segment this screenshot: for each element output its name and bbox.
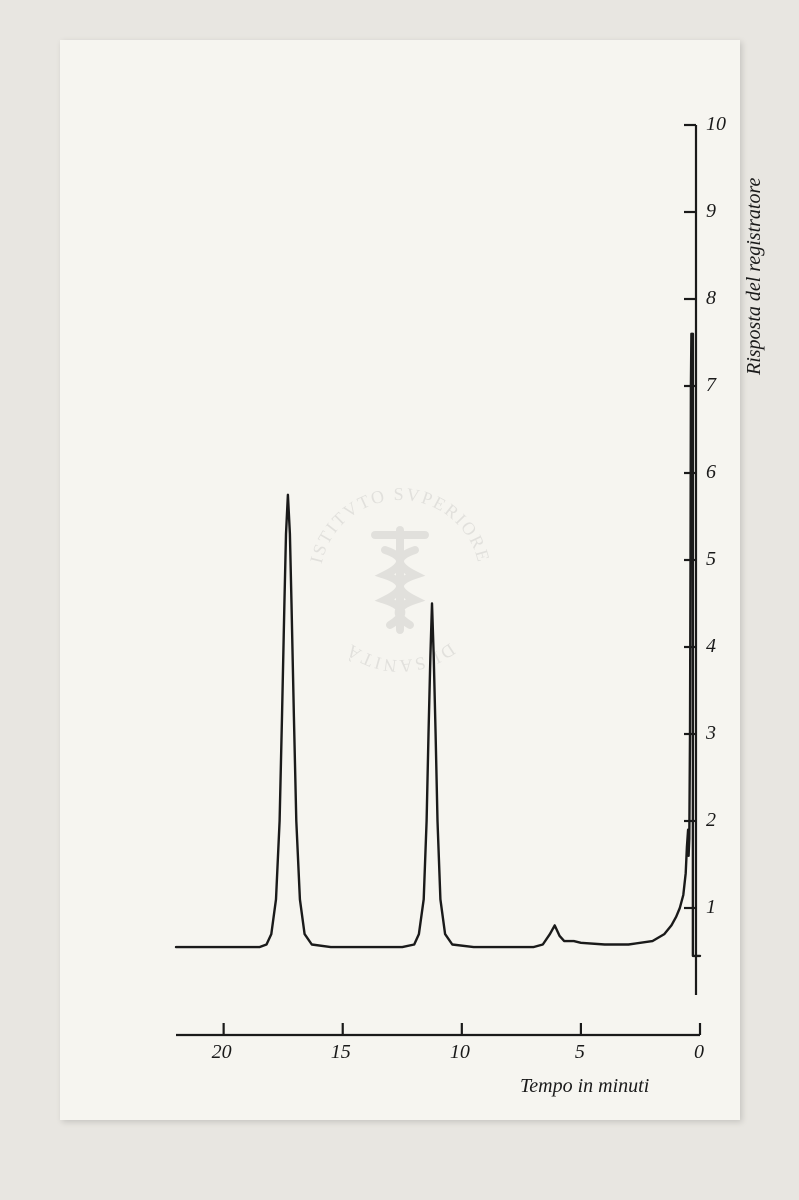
x-tick-label: 15 <box>331 1041 351 1064</box>
y-tick-label: 9 <box>706 200 716 223</box>
chromatogram-trace <box>176 334 700 956</box>
paper-sheet: ISTITVTO SVPERIORE DI SANITÀ 12345678910 <box>60 40 740 1120</box>
y-tick-label: 4 <box>706 635 716 658</box>
x-axis-label: Tempo in minuti <box>520 1075 649 1098</box>
y-tick-label: 1 <box>706 896 716 919</box>
x-tick-label: 5 <box>575 1041 585 1064</box>
y-axis-label: Risposta del registratore <box>744 115 764 375</box>
x-tick-label: 0 <box>694 1041 704 1064</box>
y-tick-label: 2 <box>706 809 716 832</box>
chromatogram-plot <box>60 40 740 1120</box>
y-tick-label: 5 <box>706 548 716 571</box>
page-scan: ISTITVTO SVPERIORE DI SANITÀ 12345678910 <box>0 0 799 1200</box>
y-tick-label: 6 <box>706 461 716 484</box>
y-tick-label: 10 <box>706 113 726 136</box>
axes <box>176 125 700 1035</box>
y-tick-label: 7 <box>706 374 716 397</box>
y-tick-label: 3 <box>706 722 716 745</box>
y-tick-label: 8 <box>706 287 716 310</box>
x-tick-label: 20 <box>212 1041 232 1064</box>
x-tick-label: 10 <box>450 1041 470 1064</box>
